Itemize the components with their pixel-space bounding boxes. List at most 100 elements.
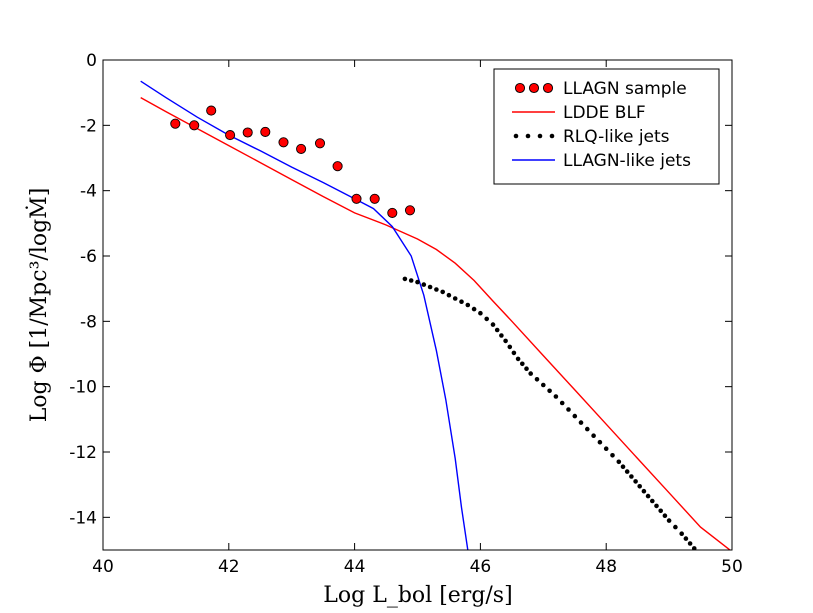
rlq-like-jets-dot <box>666 518 672 523</box>
x-tick-label: 50 <box>721 557 743 577</box>
rlq-like-jets-dot <box>484 316 490 322</box>
legend-rlq-like-jets-marker <box>525 133 531 139</box>
rlq-like-jets-dot <box>511 350 517 356</box>
rlq-like-jets-dot <box>465 302 471 308</box>
rlq-like-jets-dot <box>503 338 508 344</box>
llagn-sample-point <box>225 130 236 141</box>
llagn-sample-point <box>206 105 217 116</box>
rlq-like-jets-dot <box>683 536 689 541</box>
rlq-like-jets-dot <box>578 420 584 425</box>
rlq-like-jets-dot <box>534 377 540 382</box>
rlq-like-jets-dot <box>641 488 647 494</box>
llagn-sample-point <box>242 127 253 138</box>
llagn-sample-point <box>369 193 380 204</box>
rlq-like-jets-dot <box>679 531 684 536</box>
legend-rlq-like-jets-marker <box>513 133 519 139</box>
rlq-like-jets-dot <box>415 279 420 285</box>
legend-rlq-like-jets-marker <box>549 133 555 139</box>
x-axis-title: Log L_bol [erg/s] <box>323 583 512 608</box>
rlq-like-jets-dot <box>585 426 590 432</box>
rlq-like-jets-dot <box>471 306 477 312</box>
rlq-like-jets-dot <box>691 546 697 550</box>
legend-ldde-blf-label: LDDE BLF <box>563 103 646 123</box>
plot-frame <box>102 59 733 551</box>
rlq-like-jets-dot <box>673 524 678 530</box>
rlq-like-jets-dot <box>610 453 615 458</box>
rlq-like-jets-dot <box>507 344 513 350</box>
rlq-like-jets-dot <box>633 479 638 484</box>
rlq-like-jets-dot <box>645 493 651 499</box>
llagn-sample-point <box>189 120 200 131</box>
llagn-sample-point <box>170 118 181 129</box>
llagn-sample-point <box>260 126 271 137</box>
llagn-sample-point <box>314 138 326 149</box>
y-tick-label: -10 <box>69 378 97 398</box>
rlq-like-jets-dot <box>515 356 521 362</box>
legend: LLAGN sample LDDE BLF RLQ-like jets LLAGN-l… <box>493 68 720 185</box>
legend-llagn-sample-marker <box>514 82 526 94</box>
rlq-like-jets-dot <box>658 508 663 514</box>
y-tick-label: -12 <box>69 443 97 463</box>
rlq-like-jets-dot <box>687 541 693 546</box>
rlq-like-jets-dot <box>662 513 668 518</box>
rlq-like-jets-dot <box>559 400 565 406</box>
rlq-like-jets-dot <box>524 366 529 372</box>
tick-layer: 40 42 44 46 48 50 0 -2 -4 -6 -8 -10 -12 -14 <box>69 51 743 577</box>
rlq-like-jets-dot <box>452 296 458 301</box>
rlq-like-jets-dot <box>547 388 552 394</box>
rlq-like-jets-dot <box>421 282 427 287</box>
legend-llagn-like-jets-label: LLAGN-like jets <box>563 151 691 171</box>
legend-rlq-like-jets-label: RLQ-like jets <box>563 127 670 147</box>
rlq-like-jets-dot <box>597 439 603 445</box>
y-axis-title: Log Φ [1/Mpc³/logṀ] <box>25 188 52 423</box>
rlq-like-jets-dot <box>427 284 433 290</box>
rlq-like-jets-dot <box>478 310 483 316</box>
legend-llagn-sample-marker <box>528 82 540 94</box>
llagn-sample-point <box>296 143 307 154</box>
y-tick-label: -2 <box>80 116 97 136</box>
rlq-like-jets-dot <box>654 503 659 509</box>
y-tick-label: -4 <box>80 182 97 202</box>
rlq-like-jets-dot <box>494 327 500 333</box>
y-tick-label: -6 <box>80 247 97 267</box>
rlq-like-jets-dot <box>459 299 464 305</box>
rlq-like-jets-dot <box>499 333 504 338</box>
y-tick-label: -8 <box>80 312 97 332</box>
rlq-like-jets-dot <box>408 278 414 283</box>
rlq-like-jets-dot <box>591 433 596 439</box>
rlq-like-jets-dot <box>446 292 452 298</box>
rlq-like-jets-dot <box>624 469 630 474</box>
y-tick-label: -14 <box>69 508 97 528</box>
legend-llagn-sample-label: LLAGN sample <box>563 79 687 99</box>
rlq-like-jets-dot <box>520 361 525 367</box>
ldde-blf-line <box>140 96 732 550</box>
series-layer <box>140 80 732 550</box>
rlq-like-jets-dot <box>566 407 571 412</box>
rlq-like-jets-dot <box>434 287 439 292</box>
rlq-like-jets-dot <box>553 394 559 399</box>
llagn-sample-point <box>404 205 416 216</box>
llagn-sample-point <box>351 193 362 204</box>
x-tick-label: 42 <box>218 557 240 577</box>
rlq-like-jets-dot <box>620 464 626 470</box>
legend-rlq-like-jets-marker <box>537 133 543 139</box>
x-tick-label: 48 <box>595 557 617 577</box>
rlq-like-jets-dot <box>572 413 578 419</box>
llagn-sample-point <box>387 207 398 218</box>
rlq-like-jets-dot <box>541 382 546 388</box>
legend-llagn-sample-marker <box>542 82 554 94</box>
llagn-like-jets-line <box>140 80 469 550</box>
legend-entries: LLAGN sample LDDE BLF RLQ-like jets LLAGN-l… <box>512 79 691 171</box>
llagn-sample-point <box>332 161 343 172</box>
rlq-like-jets-dot <box>616 459 622 465</box>
rlq-like-jets-dot <box>650 498 655 504</box>
rlq-like-jets-dot <box>629 474 634 479</box>
rlq-like-jets-dot <box>402 276 408 282</box>
rlq-like-jets-dot <box>603 446 609 452</box>
llagn-sample-point <box>278 137 289 148</box>
x-tick-label: 40 <box>92 557 114 577</box>
rlq-like-jets-dot <box>490 322 496 327</box>
rlq-like-jets-dot <box>637 484 642 489</box>
y-tick-label: 0 <box>86 51 97 71</box>
